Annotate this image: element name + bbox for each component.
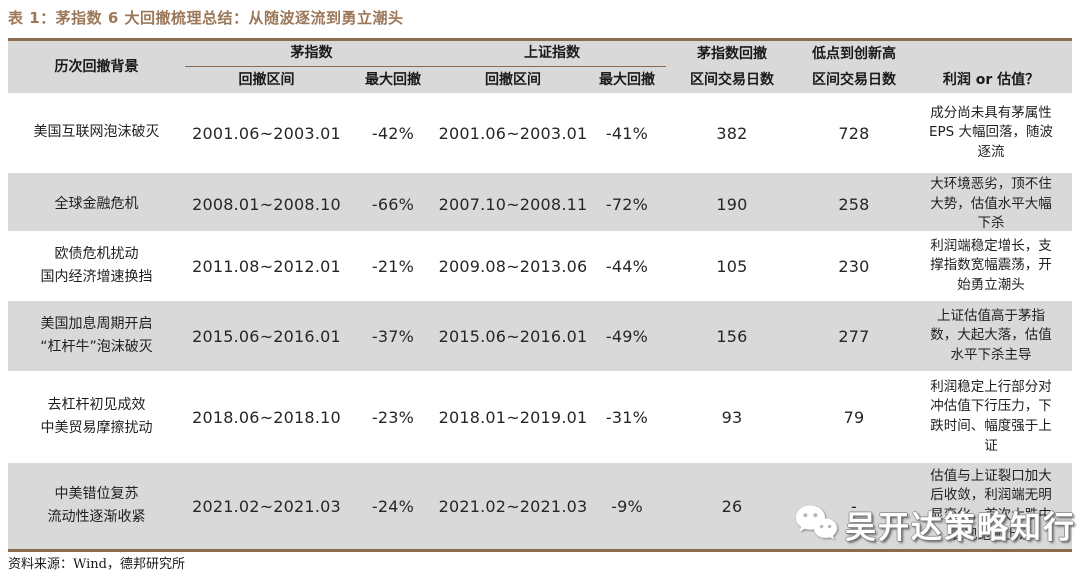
header-mao-range: 回撤区间 (238, 71, 295, 88)
cell-mao-range: 2015.06~2016.01 (192, 326, 341, 346)
header-group-mao-index: 茅指数 (185, 41, 438, 67)
cell-shanghai-max-dd: -49% (605, 326, 649, 346)
cell-new-high-days: 79 (843, 407, 865, 427)
cell-shanghai-range: 2009.08~2013.06 (438, 256, 588, 276)
cell-shanghai-range: 2007.10~2008.11 (438, 194, 588, 214)
cell-shanghai-range: 2021.02~2021.03 (438, 496, 588, 516)
table-row: 欧债危机扰动 国内经济增速换挡 2011.08~2012.01 -21% 200… (8, 231, 1072, 301)
header-group-shanghai-index: 上证指数 (438, 41, 666, 67)
cell-mao-max-dd: -24% (371, 496, 415, 516)
cell-background: 美国加息周期开启 “杠杆牛”泡沫破灭 (40, 315, 153, 355)
table-row: 中美错位复苏 流动性逐渐收紧 2021.02~2021.03 -24% 2021… (8, 463, 1072, 549)
cell-mao-max-dd: -21% (371, 256, 415, 276)
cell-mao-range: 2021.02~2021.03 (192, 496, 341, 516)
cell-mao-dd-days: 156 (716, 326, 748, 346)
cell-mao-max-dd: -23% (371, 407, 415, 427)
cell-mao-max-dd: -42% (371, 123, 415, 143)
cell-new-high-days: 277 (838, 326, 870, 346)
cell-mao-range: 2018.06~2018.10 (192, 407, 341, 427)
header-background-col: 历次回撤背景 (54, 58, 139, 75)
cell-mao-range: 2001.06~2003.01 (192, 123, 341, 143)
table-row: 去杠杆初见成效 中美贸易摩擦扰动 2018.06~2018.10 -23% 20… (8, 371, 1072, 463)
comment-text: 估值与上证裂口加大 后收敛，利润端无明 显变化，首次大跌中 表现跑输上证 (930, 467, 1052, 543)
cell-mao-range: 2011.08~2012.01 (192, 256, 341, 276)
drawdown-table: 历次回撤背景 茅指数 上证指数 茅指数回撤 低点到创新高 回撤区间 最大回撤 回… (8, 38, 1072, 552)
cell-shanghai-max-dd: -31% (605, 407, 649, 427)
header-shanghai-range: 回撤区间 (485, 71, 541, 88)
comment-text: 上证估值高于茅指 数，大起大落，估值 水平下杀主导 (930, 307, 1052, 363)
cell-comment: 利润端稳定增长，支 撑指数宽幅震荡，开 始勇立潮头 (910, 231, 1072, 301)
cell-comment: 估值与上证裂口加大 后收敛，利润端无明 显变化，首次大跌中 表现跑输上证 (910, 463, 1072, 549)
cell-mao-max-dd: -66% (371, 194, 415, 214)
comment-text: 利润稳定上行部分对 冲估值下行压力，下 跌时间、幅度强于上 证 (930, 378, 1052, 454)
cell-background: 美国互联网泡沫破灭 (33, 124, 160, 141)
cell-mao-dd-days: 93 (721, 407, 743, 427)
cell-new-high-days: 230 (838, 256, 870, 276)
cell-comment: 成分尚未具有茅属性 EPS 大幅回落，随波 逐流 (910, 93, 1072, 173)
comment-text: 成分尚未具有茅属性 EPS 大幅回落，随波 逐流 (928, 104, 1054, 160)
cell-mao-max-dd: -37% (371, 326, 415, 346)
cell-background: 中美错位复苏 流动性逐渐收紧 (47, 485, 146, 525)
cell-comment: 大环境恶劣，顶不住 大势，估值水平大幅 下杀 (910, 173, 1072, 236)
cell-mao-dd-days: 105 (716, 256, 748, 276)
comment-text: 利润端稳定增长，支 撑指数宽幅震荡，开 始勇立潮头 (930, 237, 1052, 293)
cell-shanghai-range: 2001.06~2003.01 (438, 123, 588, 143)
cell-background: 欧债危机扰动 国内经济增速换挡 (40, 245, 153, 285)
header-mao-dd-days-line1: 茅指数回撤 (697, 45, 767, 62)
cell-background: 去杠杆初见成效 中美贸易摩擦扰动 (40, 396, 153, 436)
table-header: 历次回撤背景 茅指数 上证指数 茅指数回撤 低点到创新高 回撤区间 最大回撤 回… (8, 41, 1072, 93)
cell-background: 全球金融危机 (54, 195, 139, 212)
cell-shanghai-max-dd: -72% (605, 194, 649, 214)
page-title: 表 1：茅指数 6 大回撤梳理总结：从随波逐流到勇立潮头 (8, 9, 404, 27)
cell-shanghai-max-dd: -44% (605, 256, 649, 276)
source-note: 资料来源：Wind，德邦研究所 (8, 557, 185, 572)
cell-mao-dd-days: 190 (716, 194, 748, 214)
cell-new-high-days: 258 (838, 194, 870, 214)
header-new-high-days-line1: 低点到创新高 (812, 45, 896, 62)
header-shanghai-max-dd: 最大回撤 (599, 71, 655, 88)
table-row: 美国加息周期开启 “杠杆牛”泡沫破灭 2015.06~2016.01 -37% … (8, 301, 1072, 371)
cell-new-high-days: - (851, 496, 857, 516)
cell-new-high-days: 728 (838, 123, 870, 143)
table-row: 美国互联网泡沫破灭 2001.06~2003.01 -42% 2001.06~2… (8, 93, 1072, 173)
header-mao-dd-days-line2: 区间交易日数 (690, 71, 774, 88)
cell-shanghai-max-dd: -9% (611, 496, 643, 516)
cell-shanghai-max-dd: -41% (605, 123, 649, 143)
header-profit-or-valuation: 利润 or 估值？ (942, 71, 1040, 88)
cell-shanghai-range: 2018.01~2019.01 (438, 407, 588, 427)
header-mao-max-dd: 最大回撤 (365, 71, 421, 88)
cell-comment: 利润稳定上行部分对 冲估值下行压力，下 跌时间、幅度强于上 证 (910, 371, 1072, 463)
cell-shanghai-range: 2015.06~2016.01 (438, 326, 588, 346)
cell-mao-dd-days: 26 (721, 496, 743, 516)
header-new-high-days-line2: 区间交易日数 (812, 71, 896, 88)
table-row: 全球金融危机 2008.01~2008.10 -66% 2007.10~2008… (8, 173, 1072, 231)
cell-comment: 上证估值高于茅指 数，大起大落，估值 水平下杀主导 (910, 301, 1072, 371)
cell-mao-range: 2008.01~2008.10 (192, 194, 341, 214)
cell-mao-dd-days: 382 (716, 123, 748, 143)
comment-text: 大环境恶劣，顶不住 大势，估值水平大幅 下杀 (930, 176, 1052, 232)
